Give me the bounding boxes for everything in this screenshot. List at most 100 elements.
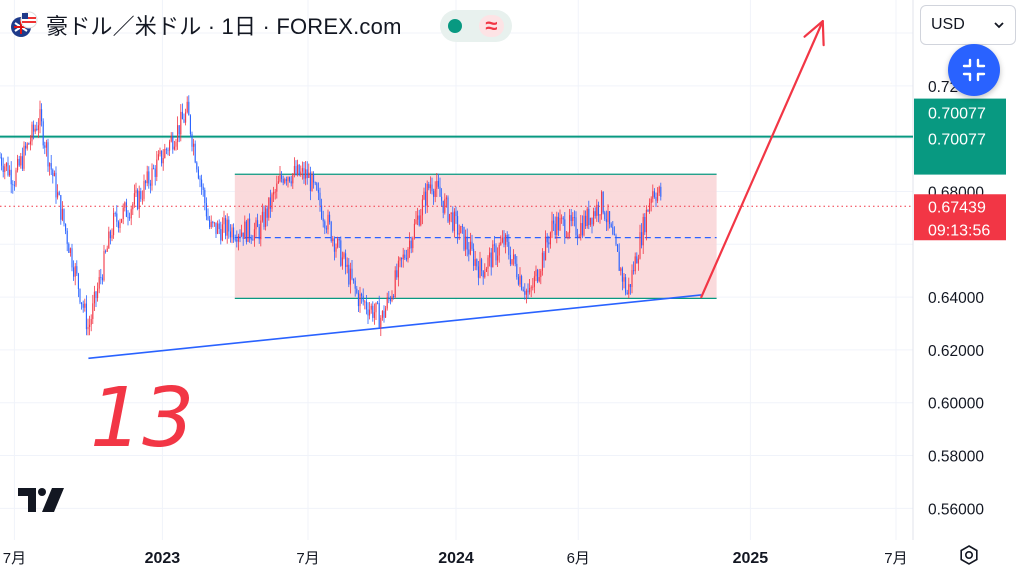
candle-body bbox=[132, 204, 134, 210]
candle-body bbox=[169, 141, 171, 151]
candle-body bbox=[549, 232, 551, 245]
candle-body bbox=[433, 191, 435, 197]
candle-body bbox=[225, 218, 227, 236]
candle-body bbox=[42, 121, 44, 146]
time-tick-label: 7月 bbox=[296, 550, 319, 567]
candle-body bbox=[527, 290, 529, 293]
candle-body bbox=[660, 186, 662, 197]
candle-body bbox=[41, 109, 43, 122]
candle-body bbox=[231, 227, 233, 238]
candle-body bbox=[397, 260, 399, 278]
candle-body bbox=[399, 257, 401, 261]
market-status-pill[interactable]: ≈ bbox=[440, 10, 512, 42]
candle-body bbox=[265, 208, 267, 227]
candle-body bbox=[653, 191, 655, 197]
candle-body bbox=[452, 212, 454, 231]
candle-body bbox=[261, 211, 263, 221]
time-tick-label: 7月 bbox=[884, 550, 907, 567]
candle-body bbox=[57, 192, 59, 198]
collapse-button[interactable] bbox=[948, 44, 1000, 96]
settings-gear-icon[interactable] bbox=[958, 544, 980, 571]
candle-body bbox=[74, 266, 76, 277]
tradingview-logo-icon bbox=[18, 488, 66, 517]
candle-body bbox=[631, 270, 633, 288]
candle-body bbox=[12, 184, 14, 186]
time-tick-label: 7月 bbox=[3, 550, 26, 567]
candle-body bbox=[530, 287, 532, 289]
candle-body bbox=[497, 255, 499, 261]
candle-body bbox=[361, 293, 363, 296]
candle-body bbox=[129, 217, 131, 219]
candle-body bbox=[601, 191, 603, 215]
candle-body bbox=[370, 305, 372, 310]
candle-body bbox=[612, 227, 614, 235]
candle-body bbox=[316, 183, 318, 190]
price-tick-label: 0.62000 bbox=[928, 343, 984, 360]
candle-body bbox=[375, 302, 377, 313]
candle-body bbox=[545, 236, 547, 261]
candle-body bbox=[602, 191, 604, 213]
candle-body bbox=[353, 278, 355, 281]
range-box bbox=[234, 173, 717, 300]
candle-body bbox=[135, 190, 137, 194]
candle-body bbox=[372, 305, 374, 318]
candle-body bbox=[583, 215, 585, 236]
candle-body bbox=[10, 169, 12, 185]
candle-body bbox=[253, 229, 255, 241]
candle-body bbox=[333, 238, 335, 252]
candle-body bbox=[484, 271, 486, 278]
candle-body bbox=[49, 163, 51, 167]
candle-body bbox=[329, 214, 331, 222]
candle-body bbox=[325, 228, 327, 230]
candle-body bbox=[105, 251, 107, 252]
candle-body bbox=[324, 221, 326, 229]
candle-body bbox=[417, 215, 419, 220]
candle-body bbox=[633, 270, 635, 272]
candle-body bbox=[191, 134, 193, 147]
candle-body bbox=[210, 221, 212, 228]
candle-body bbox=[500, 242, 502, 245]
symbol-title[interactable]: 豪ドル／米ドル · 1日 · FOREX.com bbox=[46, 14, 402, 39]
candle-body bbox=[647, 209, 649, 212]
candle-body bbox=[276, 183, 278, 192]
candle-body bbox=[156, 159, 158, 177]
candle-body bbox=[341, 257, 343, 266]
candle-body bbox=[37, 125, 39, 130]
candle-body bbox=[609, 211, 611, 225]
candle-body bbox=[84, 303, 86, 308]
candle-body bbox=[447, 197, 449, 222]
price-axis[interactable]: 0.560000.580000.600000.620000.640000.680… bbox=[914, 26, 1006, 518]
candle-body bbox=[122, 207, 124, 220]
candle-body bbox=[290, 181, 292, 184]
candle-body bbox=[9, 169, 11, 176]
candle-body bbox=[650, 198, 652, 204]
candle-body bbox=[519, 276, 521, 285]
currency-select[interactable]: USD bbox=[920, 5, 1016, 45]
time-axis[interactable]: 7月 2023 7月 2024 6月 2025 7月 bbox=[3, 550, 908, 567]
candle-body bbox=[151, 168, 153, 186]
candle-body bbox=[177, 125, 179, 142]
candle-body bbox=[617, 244, 619, 252]
candle-body bbox=[431, 184, 433, 192]
candle-body bbox=[570, 215, 572, 222]
candle-body bbox=[55, 172, 57, 198]
candle-body bbox=[493, 244, 495, 246]
candle-body bbox=[61, 208, 63, 220]
candle-body bbox=[125, 202, 127, 217]
candle-body bbox=[263, 211, 265, 227]
candle-body bbox=[45, 142, 47, 148]
candle-body bbox=[559, 217, 561, 231]
candle-body bbox=[1, 157, 3, 166]
candle-body bbox=[218, 223, 220, 229]
collapse-icon bbox=[962, 58, 986, 82]
candle-body bbox=[321, 205, 323, 219]
candle-body bbox=[351, 268, 353, 279]
candle-body bbox=[108, 231, 110, 249]
candle-body bbox=[58, 192, 60, 196]
candle-body bbox=[543, 252, 545, 261]
candle-body bbox=[133, 193, 135, 205]
candle-body bbox=[521, 276, 523, 290]
candle-body bbox=[415, 219, 417, 224]
candle-body bbox=[593, 211, 595, 225]
